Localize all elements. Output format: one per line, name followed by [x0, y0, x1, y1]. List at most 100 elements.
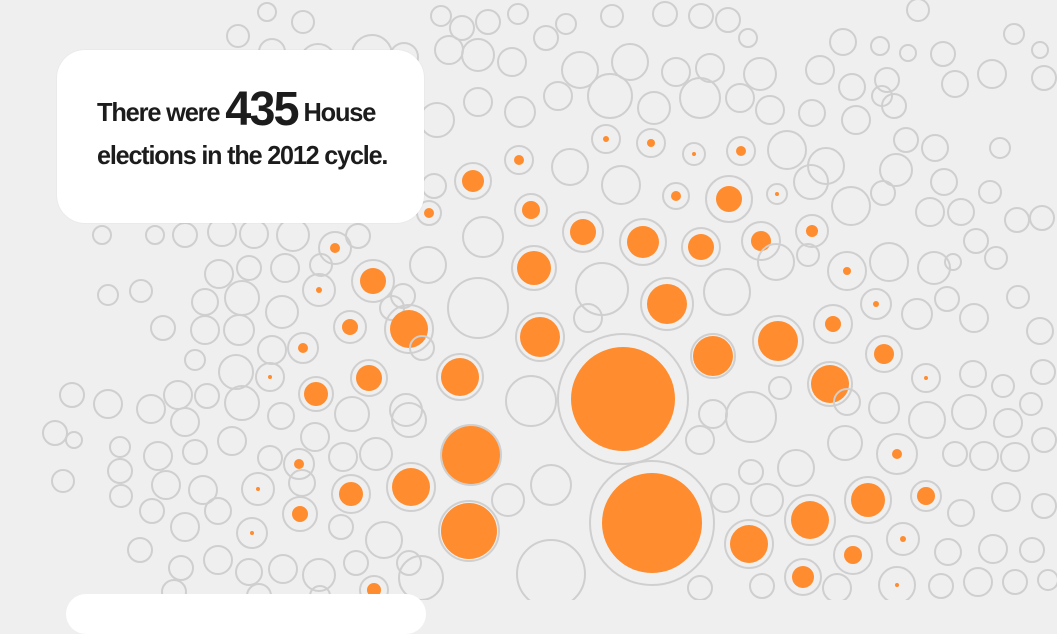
election-ring [226, 24, 250, 48]
election-ring [611, 43, 649, 81]
election-fill [462, 170, 484, 192]
election-ring [430, 5, 452, 27]
election-ring [359, 437, 393, 471]
election-ring [661, 57, 691, 87]
election-ring [917, 251, 951, 285]
election-ring [637, 91, 671, 125]
annotation-prefix: There were [97, 97, 221, 127]
election-ring [497, 47, 527, 77]
election-ring [302, 558, 336, 592]
election-fill [339, 482, 363, 506]
election-ring [557, 333, 689, 465]
election-ring [163, 380, 193, 410]
election-ring [833, 535, 873, 575]
election-fill [873, 301, 879, 307]
election-ring [161, 579, 187, 600]
election-fill [390, 310, 428, 348]
election-ring [194, 383, 220, 409]
election-fill [514, 155, 524, 165]
election-ring [640, 277, 694, 331]
election-ring [870, 36, 890, 56]
election-ring [514, 193, 548, 227]
election-ring [984, 246, 1008, 270]
election-ring [921, 134, 949, 162]
election-ring [724, 519, 774, 569]
election-ring [168, 555, 194, 581]
election-fill [917, 487, 935, 505]
election-ring [687, 575, 713, 600]
election-fill [647, 139, 655, 147]
election-ring [300, 422, 330, 452]
election-fill [392, 468, 430, 506]
election-ring [805, 55, 835, 85]
election-fill [693, 336, 733, 376]
election-ring [813, 304, 853, 344]
election-ring [318, 231, 352, 265]
election-fill [441, 358, 479, 396]
election-ring [182, 439, 208, 465]
election-ring [268, 554, 298, 584]
election-ring [365, 521, 403, 559]
election-ring [309, 253, 333, 277]
election-ring [874, 67, 900, 93]
election-ring [434, 35, 464, 65]
election-ring [679, 77, 721, 119]
election-ring [334, 396, 370, 432]
election-ring [796, 243, 820, 267]
election-ring [703, 268, 751, 316]
election-fill [758, 321, 798, 361]
election-fill [851, 483, 885, 517]
election-fill [330, 243, 340, 253]
election-ring [65, 431, 83, 449]
election-fill [250, 531, 254, 535]
election-ring [257, 2, 277, 22]
election-ring [461, 38, 495, 72]
election-ring [941, 70, 969, 98]
election-ring [652, 1, 678, 27]
election-ring [491, 483, 525, 517]
election-ring [947, 198, 975, 226]
election-ring [283, 448, 315, 480]
election-fill [775, 192, 779, 196]
election-fill [360, 268, 386, 294]
election-fill [792, 566, 814, 588]
election-ring [899, 44, 917, 62]
election-fill [570, 219, 596, 245]
election-fill [811, 365, 849, 403]
election-ring [191, 288, 219, 316]
election-ring [555, 13, 577, 35]
election-ring [282, 496, 318, 532]
election-ring [440, 424, 502, 486]
election-ring [462, 216, 504, 258]
election-ring [350, 359, 388, 397]
election-ring [265, 295, 299, 329]
election-fill [736, 146, 746, 156]
election-fill [298, 343, 308, 353]
election-ring [1019, 392, 1043, 416]
election-ring [798, 99, 826, 127]
election-fill [843, 267, 851, 275]
election-ring [203, 545, 233, 575]
election-ring [398, 555, 444, 600]
election-ring [705, 175, 753, 223]
annotation-card: There were 435 House elections in the 20… [57, 50, 424, 223]
election-ring [757, 243, 795, 281]
election-ring [930, 168, 958, 196]
election-count: 435 [225, 83, 299, 136]
election-fill [892, 449, 902, 459]
election-ring [807, 361, 853, 407]
election-ring [1004, 207, 1030, 233]
election-ring [681, 227, 721, 267]
election-ring [421, 173, 447, 199]
election-ring [1031, 41, 1049, 59]
election-fill [806, 225, 818, 237]
election-fill [367, 583, 381, 597]
election-ring [901, 298, 933, 330]
election-fill [825, 316, 841, 332]
election-ring [475, 9, 501, 35]
election-fill [571, 347, 675, 451]
election-fill [751, 231, 771, 251]
election-fill [671, 191, 681, 201]
election-ring [991, 482, 1021, 512]
election-ring [384, 304, 434, 354]
